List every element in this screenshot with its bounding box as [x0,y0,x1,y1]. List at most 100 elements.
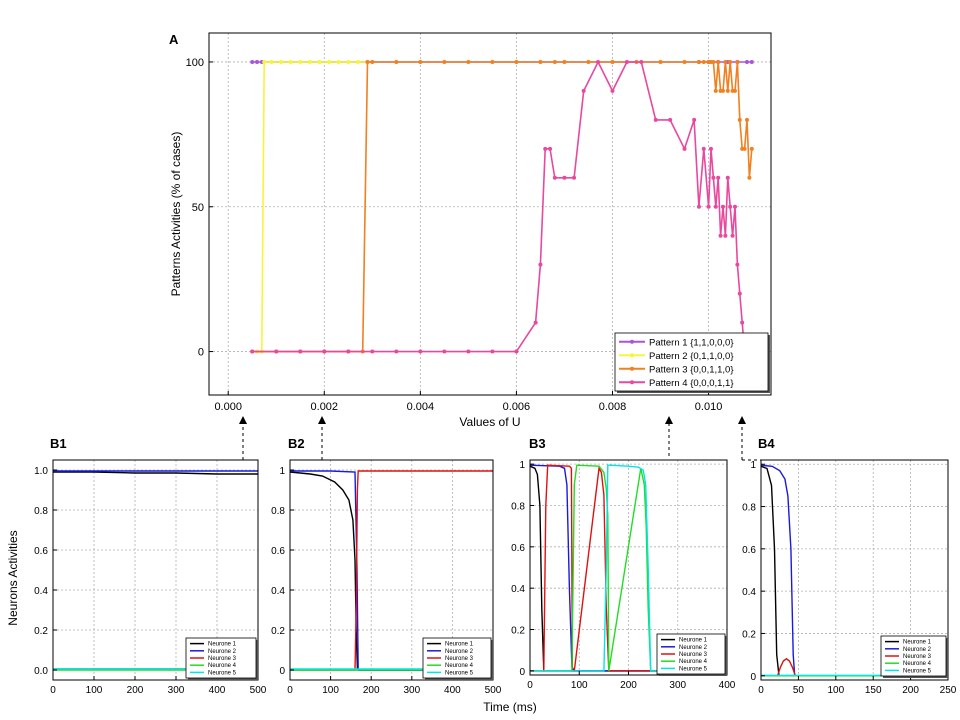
pointer-arrows [242,422,743,460]
series-3-point [723,59,728,64]
series-3-point [370,59,375,64]
series-4-point [548,146,553,151]
series-4-point [701,146,706,151]
legend-entry: Pattern 4 {0,0,0,1,1} [649,378,734,389]
series-1-point [744,59,749,64]
series-3-point [742,146,747,151]
legend-entry: Neurone 5 [445,670,474,676]
charts-layer: 0.000 0.002 0.004 0.006 0.008 0.010050100Valu… [34,32,957,696]
series-4-point [581,88,586,93]
y-tick-label: 0 [750,672,756,683]
y-tick-label: 0.6 [271,546,285,557]
series-4-point [716,175,721,180]
legend-entry: Neurone 1 [445,642,474,648]
series-3-point [418,59,423,64]
series-3-point [716,59,721,64]
y-tick-label: 0 [279,666,285,677]
x-tick-label: 100 [571,680,588,691]
legend-entry: Neurone 1 [208,642,237,648]
y-tick-label: 0.8 [742,503,756,514]
b-xlabel: Time (ms) [483,700,537,714]
y-tick-label: 1 [519,460,525,471]
series-4-point [298,349,303,354]
y-tick-label: 0.8 [34,506,48,517]
series-3-point [586,59,591,64]
series-4-point [572,175,577,180]
legend-entry: Pattern 3 {0,0,1,1,0} [649,364,734,375]
legend-entry: Neurone 4 [445,663,474,669]
series-3-point [711,59,716,64]
y-tick-label: 0.4 [34,586,48,597]
series-3-point [728,59,733,64]
x-tick-label: 50 [793,685,805,696]
series-line-2 [760,464,948,677]
series-line-4 [530,464,727,672]
series-2-point [262,59,267,64]
series-4-point [346,349,351,354]
x-tick-label: 400 [719,680,736,691]
legend-entry: Neurone 3 [445,656,474,662]
x-tick-label: 0 [287,685,293,696]
series-4-point [737,291,742,296]
legend-entry: Pattern 1 {1,1,0,0,0} [649,337,734,348]
x-tick-label: 0.010 [695,401,723,413]
series-4-point [725,175,730,180]
series-4-point [624,59,629,64]
legend-entry: Neurone 2 [445,649,474,655]
series-4-point [682,146,687,151]
y-tick-label: 0.0 [34,666,48,677]
series-3-point [442,59,447,64]
series-4-point [543,146,548,151]
x-tick-label: 300 [669,680,686,691]
legend-marker [630,339,634,344]
arrow-head-b3 [665,416,673,424]
legend-entry: Neurone 4 [903,661,932,667]
series-4-point [728,204,733,209]
y-tick-label: 0.4 [271,586,285,597]
y-tick-label: 0.2 [511,626,525,637]
y-tick-label: 1 [750,460,756,471]
series-4-point [442,349,447,354]
series-4-point [552,175,557,180]
series-3-point [744,117,749,122]
y-tick-label: 0.6 [511,543,525,554]
y-tick-label: 0 [198,347,204,359]
series-4-point [322,349,327,354]
series-3-point [732,88,737,93]
legend-marker [630,353,634,358]
legend-entry: Neurone 4 [679,659,708,665]
x-tick-label: 300 [168,685,185,696]
series-3-point [682,59,687,64]
panel-label-b2: B2 [288,436,305,451]
x-tick-label: 200 [363,685,380,696]
series-4-point [711,175,716,180]
series-1-point [250,59,255,64]
series-3-point [610,59,615,64]
series-1-point [749,59,754,64]
series-4-point [370,349,375,354]
y-tick-label: 0.8 [511,501,525,512]
series-3-point [720,88,725,93]
series-line-1 [53,471,258,475]
series-4-point [639,59,644,64]
series-3-point [725,88,730,93]
series-4-point [418,349,423,354]
y-tick-label: 50 [192,202,204,214]
chart-b1: 0 100 200 300 400 500 0.0 0.2 0.4 0.6 0.8 1.0 Neuron… [34,459,267,696]
y-tick-label: 1.0 [34,466,48,477]
legend-entry: Neurone 3 [903,654,932,660]
series-2-point [317,59,322,64]
b-ylabel: Neurons Activities [6,530,20,625]
series-4-point [718,233,723,238]
plot-frame [208,32,772,396]
series-2-point [336,59,341,64]
series-3-point [735,59,740,64]
y-tick-label: 100 [186,57,204,69]
y-tick-label: 0.2 [742,629,756,640]
